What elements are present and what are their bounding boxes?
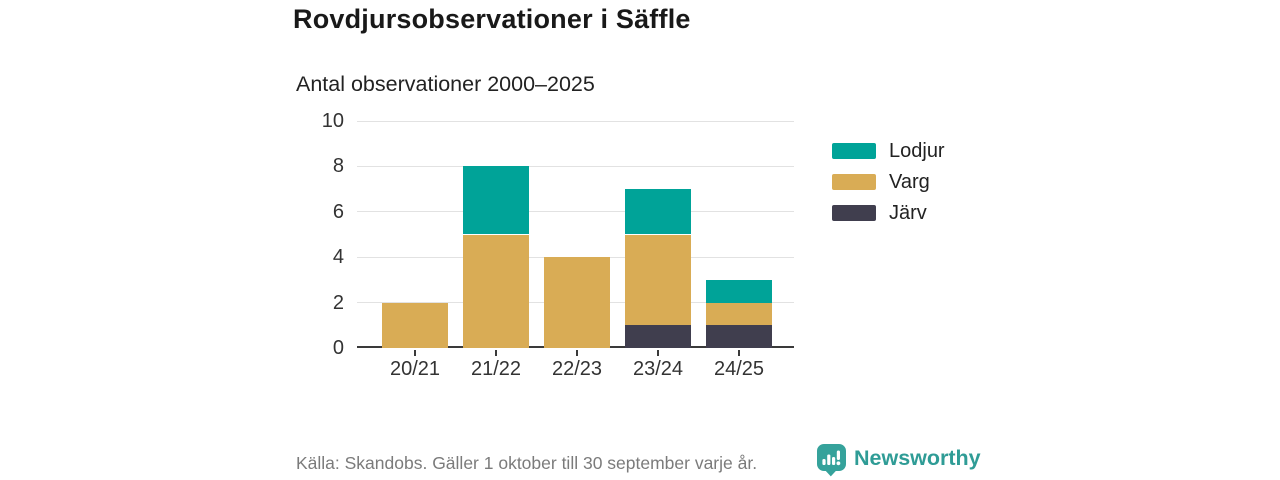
legend-item-lodjur: Lodjur: [832, 140, 945, 162]
legend-label: Lodjur: [889, 140, 945, 162]
bar-segment-varg: [625, 234, 691, 326]
gridline: [357, 120, 794, 122]
y-axis-tick-label: 6: [332, 200, 344, 223]
bar-segment-varg: [382, 302, 448, 348]
y-axis-tick-label: 0: [332, 337, 344, 359]
x-axis-tick: [738, 350, 740, 356]
y-axis-tick-label: 4: [332, 246, 344, 269]
bar-segment-järv: [706, 325, 772, 348]
brand-name: Newsworthy: [854, 445, 981, 470]
source-note: Källa: Skandobs. Gäller 1 oktober till 3…: [296, 453, 758, 473]
legend-swatch: [832, 143, 876, 159]
legend-swatch: [832, 205, 876, 221]
legend: Lodjur Varg Järv: [832, 140, 945, 236]
legend-label: Varg: [889, 171, 930, 193]
x-axis-tick-label: 22/23: [551, 358, 603, 380]
bar-segment-varg: [706, 302, 772, 326]
x-axis-tick-label: 23/24: [632, 358, 684, 380]
x-axis-tick: [576, 350, 578, 356]
y-axis-tick-label: 2: [332, 291, 344, 314]
legend-swatch: [832, 174, 876, 190]
newsworthy-logo: Newsworthy: [816, 443, 981, 477]
gridline: [357, 211, 794, 213]
bar-segment-lodjur: [625, 189, 691, 235]
x-axis-tick: [657, 350, 659, 356]
bar-segment-lodjur: [463, 166, 529, 235]
plot-area: 0 2 4 6 8 10 20/21 21/22 22/23 23/24 24/25: [322, 110, 794, 380]
x-axis-tick-label: 21/22: [470, 358, 522, 380]
legend-item-varg: Varg: [832, 171, 945, 193]
bar-segment-järv: [625, 325, 691, 348]
bar-segment-varg: [463, 234, 529, 348]
chart-subtitle: Antal observationer 2000–2025: [296, 72, 595, 96]
x-axis-tick-label: 24/25: [713, 358, 765, 380]
bar-segment-lodjur: [706, 279, 772, 303]
bar-segment-varg: [544, 257, 610, 348]
y-axis-tick-label: 8: [332, 155, 344, 178]
legend-label: Järv: [889, 202, 927, 224]
legend-item-järv: Järv: [832, 202, 945, 224]
x-axis-tick: [414, 350, 416, 356]
newsworthy-logo-icon: [817, 444, 846, 477]
gridline: [357, 165, 794, 167]
chart-title: Rovdjursobservationer i Säffle: [293, 4, 691, 34]
x-axis-tick: [495, 350, 497, 356]
x-axis-tick-label: 20/21: [389, 358, 441, 380]
y-axis-tick-label: 10: [321, 110, 344, 132]
